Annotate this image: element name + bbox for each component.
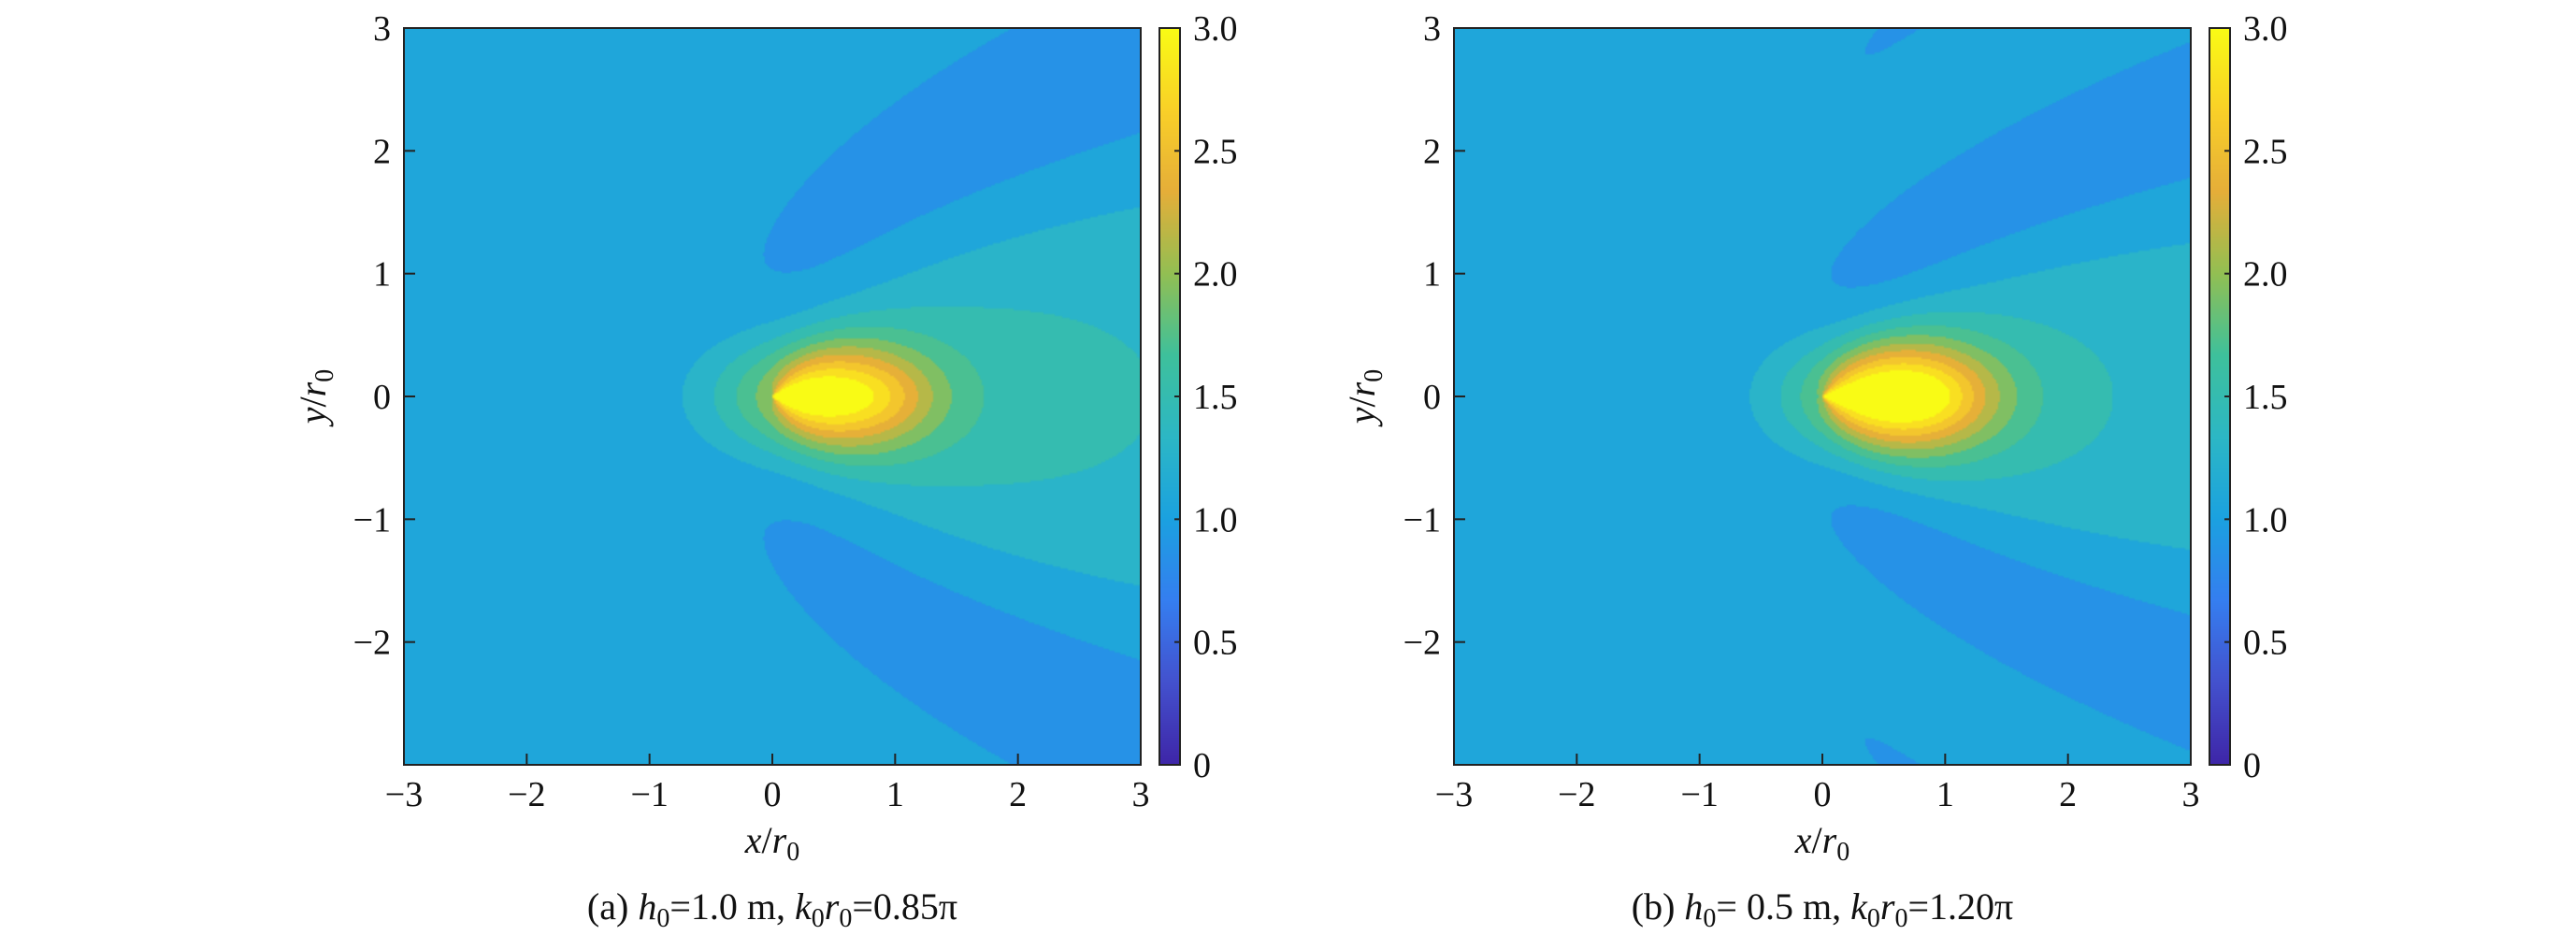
colorbar-tick-label: 2.5 bbox=[1193, 132, 1238, 171]
y-tick-label: 3 bbox=[1423, 9, 1441, 49]
colorbar-tick-label: 1.5 bbox=[1193, 378, 1238, 417]
colorbar-tick-label: 1.0 bbox=[1193, 500, 1238, 539]
heatmap-a-container bbox=[404, 28, 1141, 765]
colorbar-b-container bbox=[2209, 28, 2230, 765]
y-ticks-a: −2 −1 0 1 2 3 bbox=[353, 9, 415, 766]
colorbar-tick-label: 0.5 bbox=[2243, 624, 2288, 663]
colorbar-tick-label: 1.0 bbox=[2243, 500, 2288, 539]
colorbar-b bbox=[2209, 28, 2230, 765]
x-tick-label: 1 bbox=[886, 775, 904, 814]
y-tick-label: −1 bbox=[1403, 500, 1441, 539]
x-ticks-a: −3 −2 −1 0 1 2 3 bbox=[385, 754, 1150, 814]
x-tick-label: −3 bbox=[1435, 775, 1473, 814]
y-tick-label: −2 bbox=[1403, 624, 1441, 663]
heatmap-b bbox=[1454, 28, 2191, 765]
x-tick-label: −1 bbox=[1680, 775, 1718, 814]
x-tick-label: −1 bbox=[630, 775, 668, 814]
caption-b: (b) h0= 0.5 m, k0r0=1.20π bbox=[1632, 885, 2013, 933]
x-tick-label: 3 bbox=[1132, 775, 1150, 814]
x-tick-label: 1 bbox=[1936, 775, 1954, 814]
y-axis-label-a: y/r0 bbox=[292, 369, 339, 427]
caption-a: (a) h0=1.0 m, k0r0=0.85π bbox=[587, 885, 957, 933]
heatmap-a bbox=[404, 28, 1141, 765]
x-tick-label: 0 bbox=[1814, 775, 1832, 814]
y-tick-label: 1 bbox=[373, 255, 391, 295]
y-tick-label: 3 bbox=[373, 9, 391, 49]
colorbar-tick-label: 0.5 bbox=[1193, 624, 1238, 663]
colorbar-tick-label: 3.0 bbox=[2243, 9, 2288, 49]
x-axis-label-a: x/r0 bbox=[744, 819, 799, 867]
y-tick-label: −1 bbox=[353, 500, 391, 539]
colorbar-ticks-a: 0 0.5 1.0 1.5 2.0 2.5 3.0 bbox=[1174, 9, 1238, 785]
x-tick-label: −3 bbox=[385, 775, 423, 814]
y-tick-label: 0 bbox=[1423, 378, 1441, 417]
colorbar-a bbox=[1159, 28, 1180, 765]
colorbar-tick-label: 0 bbox=[2243, 746, 2261, 785]
x-tick-label: −2 bbox=[1558, 775, 1595, 814]
y-tick-label: 2 bbox=[373, 132, 391, 171]
y-tick-label: 0 bbox=[373, 378, 391, 417]
colorbar-a-container bbox=[1159, 28, 1180, 765]
x-ticks-b: −3 −2 −1 0 1 2 3 bbox=[1435, 754, 2200, 814]
colorbar-tick-label: 0 bbox=[1193, 746, 1211, 785]
y-tick-label: −2 bbox=[353, 624, 391, 663]
y-tick-label: 1 bbox=[1423, 255, 1441, 295]
x-tick-label: 3 bbox=[2182, 775, 2200, 814]
panel-b: −3 −2 −1 0 1 2 3 −2 −1 0 1 2 3 x/r0 y/r0 0 0.5 1.0 1.5… bbox=[1341, 9, 2288, 933]
colorbar-tick-label: 1.5 bbox=[2243, 378, 2288, 417]
heatmap-b-container bbox=[1454, 28, 2191, 765]
colorbar-tick-label: 2.0 bbox=[1193, 255, 1238, 295]
x-axis-label-b: x/r0 bbox=[1794, 819, 1849, 867]
panel-a: −3 −2 −1 0 1 2 3 −2 −1 0 1 2 3 x/r0 y/r0 0 0.5 1.0 1.5… bbox=[292, 9, 1238, 933]
colorbar-tick-label: 2.5 bbox=[2243, 132, 2288, 171]
colorbar-tick-label: 2.0 bbox=[2243, 255, 2288, 295]
x-tick-label: 2 bbox=[1009, 775, 1027, 814]
y-tick-label: 2 bbox=[1423, 132, 1441, 171]
colorbar-ticks-b: 0 0.5 1.0 1.5 2.0 2.5 3.0 bbox=[2224, 9, 2288, 785]
y-ticks-b: −2 −1 0 1 2 3 bbox=[1403, 9, 1465, 766]
x-tick-label: 2 bbox=[2059, 775, 2077, 814]
y-axis-label-b: y/r0 bbox=[1341, 369, 1389, 427]
x-tick-label: 0 bbox=[764, 775, 782, 814]
x-tick-label: −2 bbox=[508, 775, 545, 814]
colorbar-tick-label: 3.0 bbox=[1193, 9, 1238, 49]
